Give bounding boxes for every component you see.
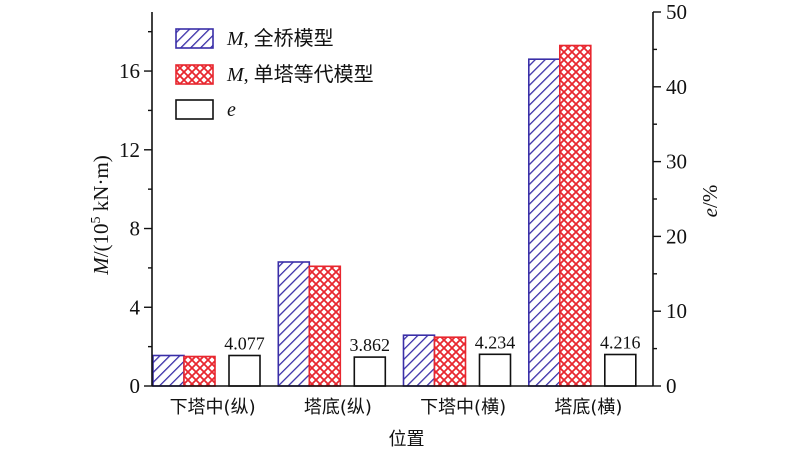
x-category-label: 下塔中(横) xyxy=(420,397,506,418)
bar-series-1-4 xyxy=(527,58,561,387)
bar-series-1-3 xyxy=(402,334,436,387)
legend-label-2: M, 单塔等代模型 xyxy=(226,63,374,86)
data-label: 4.216 xyxy=(600,333,641,353)
bar-series-1-1 xyxy=(152,354,185,387)
left-tick-label: 8 xyxy=(130,217,141,241)
bar-series-3-3 xyxy=(478,353,512,387)
right-tick-label: 10 xyxy=(666,299,687,323)
left-tick-label: 0 xyxy=(130,374,141,398)
right-tick-label: 30 xyxy=(666,150,687,174)
bar-series-3-1 xyxy=(228,354,261,387)
legend-swatch-1 xyxy=(175,28,214,49)
left-axis-title: M/(105 kN·m) xyxy=(89,155,113,276)
right-tick-label: 20 xyxy=(666,224,687,248)
left-tick-label: 16 xyxy=(119,59,140,83)
left-tick-label: 4 xyxy=(130,295,141,319)
bar-series-2-4 xyxy=(558,44,592,387)
legend-label-3: e xyxy=(227,99,236,121)
bar-series-2-2 xyxy=(308,265,342,387)
bar-series-3-4 xyxy=(603,353,637,387)
bar-series-2-3 xyxy=(433,336,467,387)
bar-series-3-2 xyxy=(353,356,387,387)
legend-swatch-3 xyxy=(175,99,214,120)
legend-swatch-2 xyxy=(175,64,214,85)
legend-label-1: M, 全桥模型 xyxy=(226,27,334,50)
bar-series-2-1 xyxy=(183,355,216,387)
x-category-label: 塔底(横) xyxy=(554,397,622,418)
x-category-label: 下塔中(纵) xyxy=(170,397,256,418)
x-category-label: 塔底(纵) xyxy=(304,397,372,418)
data-label: 3.862 xyxy=(350,335,391,355)
right-tick-label: 40 xyxy=(666,75,687,99)
x-axis-title: 位置 xyxy=(389,429,425,450)
right-tick-label: 50 xyxy=(666,0,687,24)
right-axis-title: e/% xyxy=(698,185,722,218)
data-label: 4.234 xyxy=(475,332,516,352)
right-tick-label: 0 xyxy=(666,374,677,398)
bar-series-1-2 xyxy=(277,261,311,387)
left-tick-label: 12 xyxy=(119,138,140,162)
data-label: 4.077 xyxy=(224,334,265,354)
